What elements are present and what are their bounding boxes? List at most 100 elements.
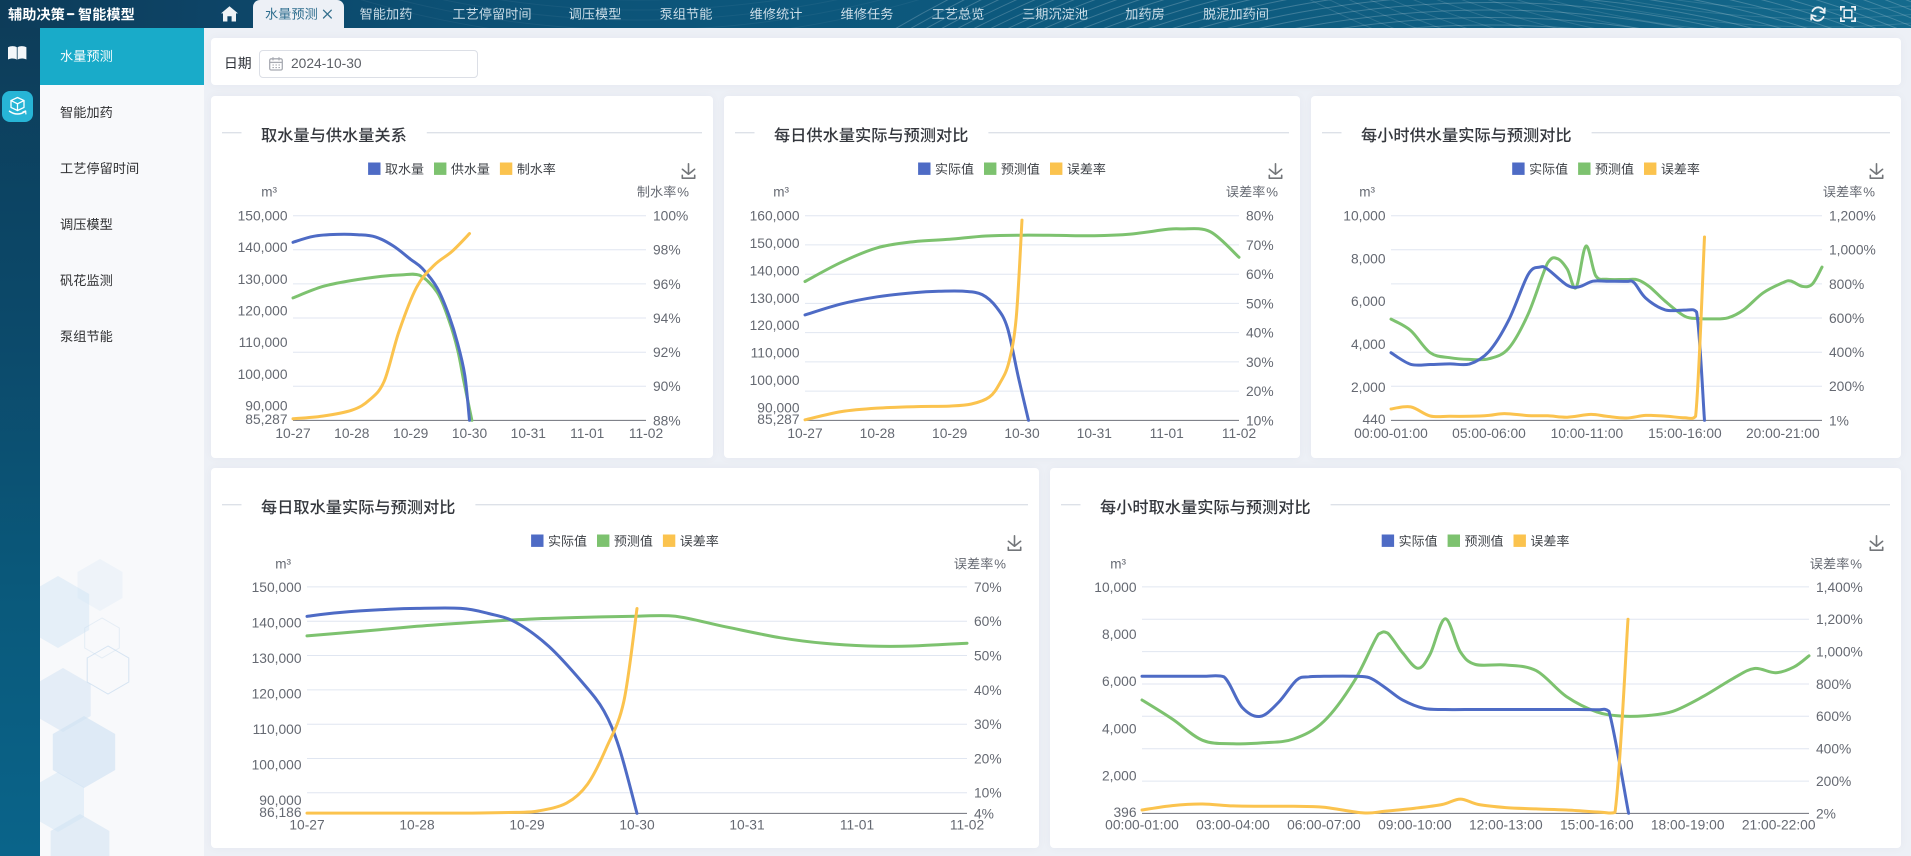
svg-text:12:00-13:00: 12:00-13:00: [1469, 818, 1543, 833]
svg-text:130,000: 130,000: [750, 291, 800, 306]
svg-text:90,000: 90,000: [245, 398, 288, 413]
svg-text:10-29: 10-29: [393, 426, 429, 441]
svg-text:10-30: 10-30: [1004, 426, 1040, 441]
svg-text:160,000: 160,000: [750, 209, 800, 224]
svg-text:11-02: 11-02: [950, 818, 984, 833]
svg-text:400%: 400%: [1829, 345, 1864, 360]
svg-text:10-27: 10-27: [289, 818, 324, 833]
svg-text:70%: 70%: [974, 580, 1002, 595]
svg-text:6,000: 6,000: [1351, 294, 1386, 309]
svg-text:2,000: 2,000: [1351, 380, 1386, 395]
svg-text:m³: m³: [773, 185, 789, 200]
svg-text:1,400%: 1,400%: [1816, 580, 1863, 595]
svg-text:140,000: 140,000: [750, 263, 800, 278]
svg-text:1,000%: 1,000%: [1816, 645, 1863, 660]
svg-text:00:00-01:00: 00:00-01:00: [1354, 426, 1428, 441]
svg-text:140,000: 140,000: [252, 615, 302, 630]
svg-text:200%: 200%: [1829, 379, 1864, 394]
svg-text:600%: 600%: [1816, 709, 1851, 724]
svg-text:15:00-16:00: 15:00-16:00: [1648, 426, 1722, 441]
svg-text:140,000: 140,000: [238, 240, 288, 255]
svg-text:10-30: 10-30: [619, 818, 655, 833]
svg-text:11-02: 11-02: [629, 426, 663, 441]
svg-text:440: 440: [1362, 412, 1385, 427]
svg-text:8,000: 8,000: [1102, 627, 1137, 642]
svg-text:100,000: 100,000: [252, 757, 302, 772]
svg-text:400%: 400%: [1816, 742, 1851, 757]
svg-text:96%: 96%: [653, 277, 681, 292]
svg-text:1,200%: 1,200%: [1829, 209, 1876, 224]
svg-text:60%: 60%: [1246, 267, 1274, 282]
svg-text:100%: 100%: [653, 209, 688, 224]
svg-text:50%: 50%: [1246, 296, 1274, 311]
svg-text:600%: 600%: [1829, 311, 1864, 326]
svg-text:30%: 30%: [1246, 355, 1274, 370]
svg-text:10-28: 10-28: [399, 818, 435, 833]
svg-text:90%: 90%: [653, 379, 681, 394]
svg-text:98%: 98%: [653, 243, 681, 258]
svg-text:%: %: [994, 557, 1006, 572]
svg-text:1,000%: 1,000%: [1829, 243, 1876, 258]
svg-text:150,000: 150,000: [238, 209, 288, 224]
svg-text:03:00-04:00: 03:00-04:00: [1196, 818, 1270, 833]
svg-text:20%: 20%: [1246, 384, 1274, 399]
svg-text:110,000: 110,000: [751, 346, 800, 361]
svg-text:10-29: 10-29: [509, 818, 545, 833]
svg-text:88%: 88%: [653, 413, 681, 428]
svg-text:150,000: 150,000: [252, 580, 302, 595]
svg-text:94%: 94%: [653, 311, 681, 326]
svg-text:11-02: 11-02: [1222, 426, 1256, 441]
svg-text:110,000: 110,000: [239, 335, 288, 350]
svg-text:m³: m³: [275, 557, 291, 572]
svg-text:10-31: 10-31: [1077, 426, 1112, 441]
svg-text:2%: 2%: [1816, 806, 1836, 821]
svg-text:10-29: 10-29: [932, 426, 968, 441]
svg-text:05:00-06:00: 05:00-06:00: [1452, 426, 1526, 441]
svg-text:10-28: 10-28: [334, 426, 370, 441]
svg-text:%: %: [1850, 557, 1862, 572]
svg-text:92%: 92%: [653, 345, 681, 360]
svg-text:15:00-16:00: 15:00-16:00: [1560, 818, 1634, 833]
svg-text:10%: 10%: [1246, 413, 1274, 428]
svg-text:396: 396: [1113, 805, 1136, 820]
svg-text:70%: 70%: [1246, 238, 1274, 253]
svg-text:800%: 800%: [1829, 277, 1864, 292]
svg-text:21:00-22:00: 21:00-22:00: [1742, 818, 1816, 833]
svg-text:%: %: [677, 185, 689, 200]
svg-text:120,000: 120,000: [252, 686, 302, 701]
svg-text:11-01: 11-01: [1150, 426, 1184, 441]
svg-text:10,000: 10,000: [1094, 580, 1137, 595]
svg-text:10-30: 10-30: [452, 426, 488, 441]
svg-text:100,000: 100,000: [750, 373, 800, 388]
svg-text:1%: 1%: [1829, 413, 1849, 428]
svg-text:800%: 800%: [1816, 677, 1851, 692]
svg-text:18:00-19:00: 18:00-19:00: [1651, 818, 1725, 833]
svg-text:150,000: 150,000: [750, 236, 800, 251]
svg-text:11-01: 11-01: [840, 818, 874, 833]
svg-text:110,000: 110,000: [253, 722, 302, 737]
svg-text:10-28: 10-28: [860, 426, 896, 441]
svg-text:10-27: 10-27: [275, 426, 310, 441]
svg-text:130,000: 130,000: [252, 651, 302, 666]
svg-text:86,186: 86,186: [259, 805, 302, 820]
svg-text:m³: m³: [1110, 557, 1126, 572]
svg-text:40%: 40%: [1246, 326, 1274, 341]
svg-text:2024-10-30: 2024-10-30: [291, 56, 362, 71]
svg-text:1,200%: 1,200%: [1816, 612, 1863, 627]
svg-text:8,000: 8,000: [1351, 251, 1386, 266]
svg-text:4%: 4%: [974, 806, 994, 821]
svg-text:10-31: 10-31: [511, 426, 546, 441]
svg-text:11-01: 11-01: [570, 426, 604, 441]
svg-text:200%: 200%: [1816, 774, 1851, 789]
svg-text:85,287: 85,287: [245, 412, 287, 427]
svg-text:2,000: 2,000: [1102, 769, 1137, 784]
svg-text:20%: 20%: [974, 751, 1002, 766]
svg-text:06:00-07:00: 06:00-07:00: [1287, 818, 1361, 833]
svg-text:90,000: 90,000: [757, 400, 800, 415]
svg-text:20:00-21:00: 20:00-21:00: [1746, 426, 1820, 441]
svg-text:50%: 50%: [974, 648, 1002, 663]
svg-text:85,287: 85,287: [757, 412, 799, 427]
svg-text:80%: 80%: [1246, 209, 1274, 224]
svg-text:10-31: 10-31: [729, 818, 764, 833]
svg-text:40%: 40%: [974, 683, 1002, 698]
